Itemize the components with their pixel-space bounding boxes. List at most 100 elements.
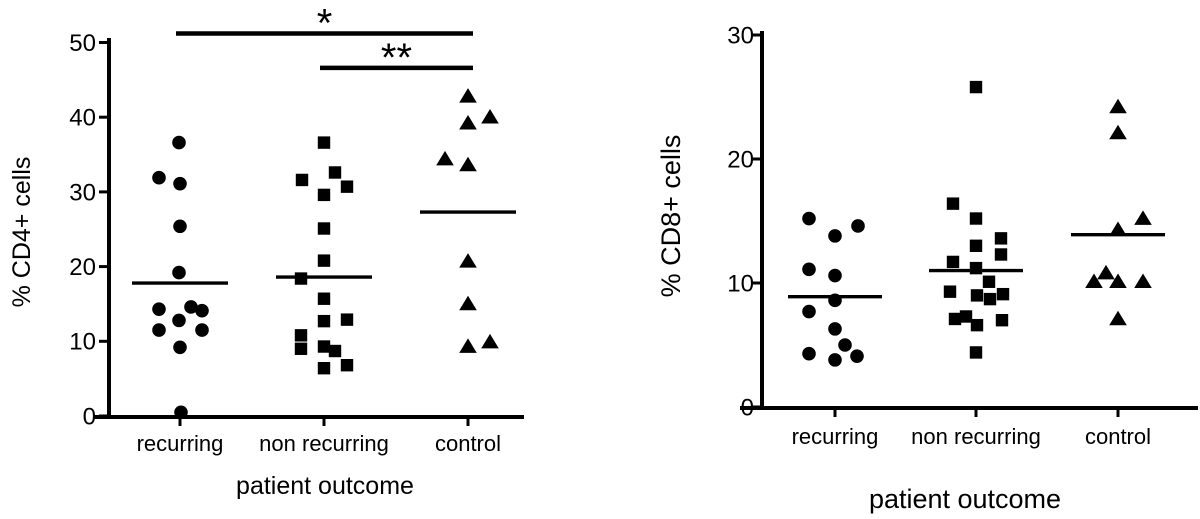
y-tick-label: 40 [69,105,96,132]
data-point [459,295,477,311]
data-point [943,285,957,298]
data-point [328,166,342,179]
data-point [802,211,816,226]
data-point [317,222,331,235]
data-point [1109,221,1127,236]
data-point [959,310,973,323]
y-axis-title: % CD4+ cells [8,157,36,308]
significance-label: ** [381,36,412,80]
data-point [1109,310,1127,326]
data-point [802,262,816,277]
data-point [802,346,816,361]
data-point [994,248,1008,261]
data-point [459,88,477,103]
significance-label: * [317,2,333,46]
data-point [174,405,188,420]
data-point [838,338,852,352]
data-point [317,314,331,328]
y-tick-label: 10 [727,270,754,297]
data-point [828,293,842,308]
data-point [948,312,962,326]
series-control [420,88,516,353]
data-point [459,253,477,268]
data-point [1134,273,1152,289]
data-point [317,136,331,149]
data-point [317,188,331,202]
data-point [294,272,308,285]
x-category-label: non recurring [259,431,389,456]
data-point [195,323,209,337]
x-axis-title: patient outcome [236,472,414,500]
data-point [969,80,983,94]
data-point [982,275,996,288]
data-point [1134,210,1152,225]
data-point [459,114,477,130]
y-tick-label: 20 [727,146,754,173]
x-category-label: recurring [792,424,879,449]
y-tick-label: 0 [741,394,754,421]
x-axis-title: patient outcome [869,484,1061,514]
data-point [850,349,864,363]
y-axis-title: % CD8+ cells [656,135,686,298]
data-point [459,338,477,353]
data-point [340,180,354,193]
data-point [1109,273,1127,289]
data-point [969,212,983,225]
data-point [317,361,331,375]
data-point [828,322,842,336]
data-point [995,314,1009,327]
data-point [969,239,983,252]
data-point [983,292,997,306]
data-point [195,303,209,318]
data-point [317,292,331,305]
data-point [828,268,842,283]
data-point [317,254,331,267]
data-point [173,176,187,191]
data-point [1109,98,1127,114]
y-tick-label: 30 [727,22,754,49]
data-point [946,197,960,210]
data-point [172,313,186,328]
data-point [851,219,865,233]
series-non-recurring [276,136,372,375]
data-point [172,265,186,280]
data-point [996,287,1010,301]
y-tick-label: 50 [69,30,96,57]
data-point [969,261,983,275]
data-point [340,359,354,372]
data-point [970,318,984,332]
data-point [436,150,454,166]
data-point [828,353,842,367]
data-point [1097,264,1115,280]
x-category-label: recurring [137,431,224,456]
y-tick-label: 20 [69,254,96,281]
x-category-label: control [435,431,501,456]
data-point [152,170,166,185]
data-point [152,323,166,337]
data-point [1085,273,1103,289]
data-point [969,346,983,359]
series-control [1071,98,1165,326]
y-tick-label: 0 [83,403,96,430]
data-point [994,232,1008,245]
data-point [294,342,308,355]
data-point [828,229,842,243]
data-point [481,109,499,124]
series-recurring [788,211,882,367]
series-non-recurring [929,80,1023,359]
data-point [328,344,342,358]
data-point [152,302,166,316]
data-point [481,333,499,349]
data-point [295,173,309,187]
data-point [294,329,308,342]
data-point [184,300,198,314]
data-point [173,219,187,234]
data-point [172,135,186,150]
data-point [459,156,477,172]
data-point [317,340,331,353]
chart-1: 0 10 20 30 40 50 recurring non recurring control… [8,2,524,500]
data-point [1109,124,1127,140]
series-recurring [132,135,228,420]
